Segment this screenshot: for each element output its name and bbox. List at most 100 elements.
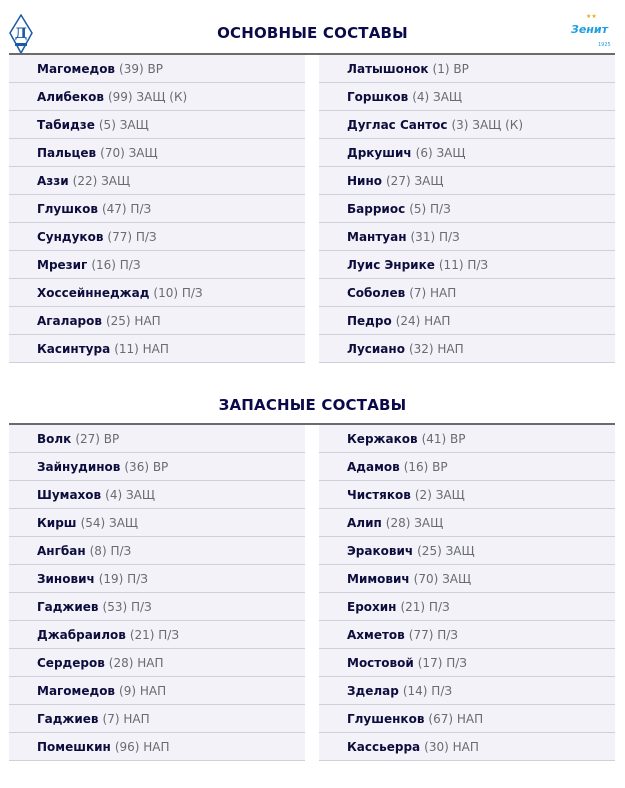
zenit-logo: ★★ Зенит 1925 (571, 13, 611, 48)
player-row: Эракович (25) ЗАЩ (319, 537, 615, 565)
player-info: (77) П/З (408, 627, 458, 642)
player-row: Дуглас Сантос (3) ЗАЩ (К) (319, 111, 615, 139)
player-row: Соболев (7) НАП (319, 279, 615, 307)
player-row: Пальцев (70) ЗАЩ (9, 139, 305, 167)
player-name: Ерохин (347, 599, 397, 614)
player-row: Мрезиг (16) П/З (9, 251, 305, 279)
player-name: Магомедов (37, 61, 116, 76)
player-info: (54) ЗАЩ (80, 515, 139, 530)
player-row: Латышонок (1) ВР (319, 55, 615, 83)
player-row: Шумахов (4) ЗАЩ (9, 481, 305, 509)
player-row: Мимович (70) ЗАЩ (319, 565, 615, 593)
player-row: Кассьерра (30) НАП (319, 733, 615, 761)
player-row: Алибеков (99) ЗАЩ (К) (9, 83, 305, 111)
player-info: (16) ВР (403, 459, 448, 474)
divider (9, 53, 615, 55)
player-name: Соболев (347, 285, 406, 300)
player-row: Зделар (14) П/З (319, 677, 615, 705)
player-name: Барриос (347, 201, 406, 216)
player-name: Зайнудинов (37, 459, 121, 474)
player-row: Гаджиев (7) НАП (9, 705, 305, 733)
player-row: Джабраилов (21) П/З (9, 621, 305, 649)
player-name: Кирш (37, 515, 77, 530)
player-info: (96) НАП (114, 739, 170, 754)
player-info: (32) НАП (408, 341, 464, 356)
player-row: Ерохин (21) П/З (319, 593, 615, 621)
player-row: Зайнудинов (36) ВР (9, 453, 305, 481)
player-info: (31) П/З (410, 229, 460, 244)
player-info: (11) НАП (114, 341, 169, 356)
player-info: (17) П/З (417, 655, 467, 670)
player-info: (4) ЗАЩ (412, 89, 463, 104)
player-name: Кержаков (347, 431, 418, 446)
player-name: Кассьерра (347, 739, 421, 754)
player-name: Пальцев (37, 145, 97, 160)
player-info: (1) ВР (432, 61, 469, 76)
player-name: Латышонок (347, 61, 429, 76)
player-row: Касинтура (11) НАП (9, 335, 305, 363)
player-info: (19) П/З (98, 571, 148, 586)
player-row: Волк (27) ВР (9, 425, 305, 453)
player-info: (25) ЗАЩ (417, 543, 475, 558)
player-name: Горшков (347, 89, 409, 104)
player-info: (21) П/З (129, 627, 180, 642)
player-info: (53) П/З (102, 599, 152, 614)
substitutes-title: ЗАПАСНЫЕ СОСТАВЫ (218, 396, 407, 414)
player-row: Глушенков (67) НАП (319, 705, 615, 733)
player-row: Магомедов (9) НАП (9, 677, 305, 705)
player-name: Гаджиев (37, 599, 99, 614)
player-row: Мантуан (31) П/З (319, 223, 615, 251)
player-name: Джабраилов (37, 627, 126, 642)
player-row: Ахметов (77) П/З (319, 621, 615, 649)
player-info: (67) НАП (428, 711, 484, 726)
player-name: Алип (347, 515, 382, 530)
player-info: (47) П/З (101, 201, 152, 216)
player-info: (8) П/З (89, 543, 132, 558)
player-row: Помешкин (96) НАП (9, 733, 305, 761)
player-name: Помешкин (37, 739, 111, 754)
player-row: Аззи (22) ЗАЩ (9, 167, 305, 195)
player-name: Мимович (347, 571, 410, 586)
player-row: Адамов (16) ВР (319, 453, 615, 481)
player-name: Ангбан (37, 543, 86, 558)
player-info: (28) ЗАЩ (385, 515, 444, 530)
player-name: Шумахов (37, 487, 102, 502)
player-name: Мантуан (347, 229, 407, 244)
player-name: Мрезиг (37, 257, 88, 272)
player-info: (4) ЗАЩ (105, 487, 155, 502)
svg-text:★★: ★★ (586, 13, 597, 20)
player-name: Хоссейннеджад (37, 285, 150, 300)
player-info: (99) ЗАЩ (К) (107, 89, 188, 104)
player-name: Лусиано (347, 341, 405, 356)
player-row: Луис Энрике (11) П/З (319, 251, 615, 279)
player-info: (6) ЗАЩ (415, 145, 466, 160)
player-row: Дркушич (6) ЗАЩ (319, 139, 615, 167)
player-row: Хоссейннеджад (10) П/З (9, 279, 305, 307)
player-info: (5) П/З (409, 201, 451, 216)
player-row: Кержаков (41) ВР (319, 425, 615, 453)
player-info: (2) ЗАЩ (414, 487, 465, 502)
player-row: Барриос (5) П/З (319, 195, 615, 223)
player-row: Горшков (4) ЗАЩ (319, 83, 615, 111)
player-name: Чистяков (347, 487, 411, 502)
player-info: (10) П/З (153, 285, 203, 300)
player-name: Адамов (347, 459, 400, 474)
player-info: (7) НАП (409, 285, 457, 300)
home-subs-list: Волк (27) ВР Зайнудинов (36) ВР Шумахов (4) З… (9, 425, 305, 761)
player-info: (30) НАП (424, 739, 479, 754)
player-name: Глушков (37, 201, 98, 216)
player-name: Касинтура (37, 341, 111, 356)
player-info: (27) ЗАЩ (386, 173, 444, 188)
player-name: Аззи (37, 173, 69, 188)
away-starting-list: Латышонок (1) ВР Горшков (4) ЗАЩ Дуглас Сант… (319, 55, 615, 363)
player-info: (25) НАП (105, 313, 161, 328)
player-info: (11) П/З (438, 257, 489, 272)
player-row: Гаджиев (53) П/З (9, 593, 305, 621)
player-row: Табидзе (5) ЗАЩ (9, 111, 305, 139)
divider (9, 423, 615, 425)
player-info: (28) НАП (108, 655, 164, 670)
player-info: (14) П/З (402, 683, 453, 698)
player-name: Сердеров (37, 655, 105, 670)
player-name: Зделар (347, 683, 399, 698)
player-row: Ангбан (8) П/З (9, 537, 305, 565)
